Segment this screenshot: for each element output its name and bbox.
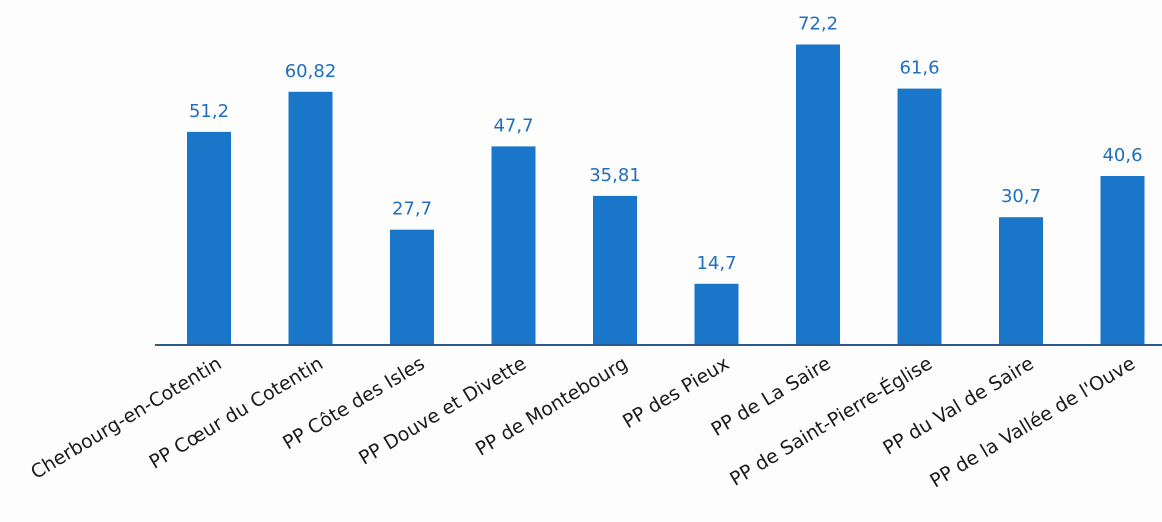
value-label-10: 40,6 — [1102, 145, 1142, 166]
bar-3 — [390, 229, 434, 345]
bar-4 — [491, 146, 536, 345]
bar-2 — [288, 91, 333, 345]
value-label-3: 27,7 — [392, 199, 432, 220]
bar-7 — [796, 44, 840, 345]
bar-9 — [999, 217, 1043, 345]
category-label-1: Cherbourg-en-Cotentin — [27, 352, 226, 483]
category-label-4: PP Douve et Divette — [355, 352, 530, 469]
value-label-6: 14,7 — [696, 253, 736, 274]
value-label-8: 61,6 — [899, 58, 939, 79]
bar-10 — [1100, 176, 1145, 345]
bars-group — [187, 44, 1145, 345]
value-label-2: 60,82 — [285, 61, 337, 82]
value-label-1: 51,2 — [189, 101, 229, 122]
value-label-4: 47,7 — [493, 115, 533, 136]
value-label-9: 30,7 — [1001, 186, 1041, 207]
value-label-5: 35,81 — [589, 165, 641, 186]
bar-1 — [187, 131, 231, 345]
value-labels-group: 51,2 60,82 27,7 47,7 35,81 14,7 72,2 61,6 30,7 40… — [189, 14, 1143, 274]
value-label-7: 72,2 — [798, 14, 838, 35]
bar-6 — [694, 283, 739, 345]
bar-5 — [593, 195, 637, 345]
category-label-2: PP Cœur du Cotentin — [146, 352, 328, 473]
bar-8 — [897, 88, 942, 345]
